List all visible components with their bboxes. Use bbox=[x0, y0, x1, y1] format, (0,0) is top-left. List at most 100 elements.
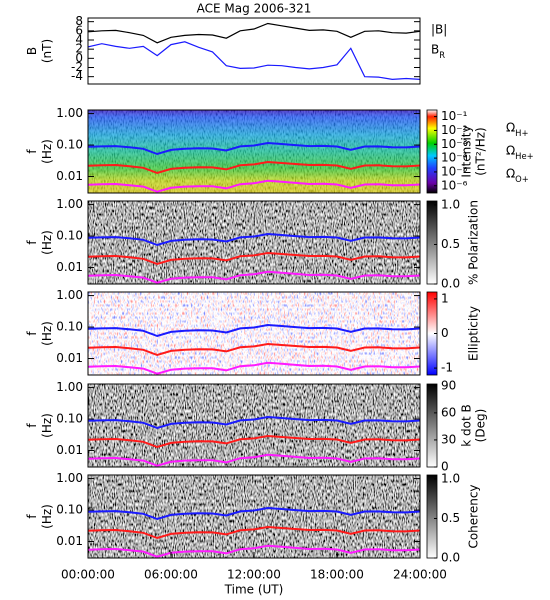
y-tick-label: 2 bbox=[75, 42, 83, 56]
colorbar-tick-label: 10⁻⁵ bbox=[441, 164, 468, 178]
colorbar-tick-label: -1 bbox=[441, 361, 453, 375]
colorbar-tick-label: 0.0 bbox=[441, 551, 460, 565]
series-line bbox=[88, 251, 420, 266]
colorbar-tick-label: 0.5 bbox=[441, 237, 460, 251]
x-tick-label: 24:00:00 bbox=[393, 568, 447, 582]
plot-frame bbox=[87, 200, 421, 285]
legend-entry: BR bbox=[431, 43, 445, 60]
spectrogram bbox=[88, 201, 420, 284]
y-tick-label: 0.01 bbox=[56, 351, 83, 365]
colorbar-tick-label: 0.0 bbox=[441, 277, 460, 291]
series-line bbox=[88, 525, 420, 540]
colorbar-label: k dot B bbox=[460, 404, 474, 446]
y-tick-label: -4 bbox=[71, 69, 83, 83]
series-line bbox=[88, 232, 420, 247]
colorbar-tick-label: 90 bbox=[441, 378, 456, 392]
spectrogram-texture bbox=[88, 110, 420, 193]
spectrogram bbox=[88, 292, 420, 375]
y-axis-label: (Hz) bbox=[40, 413, 54, 438]
colorbar bbox=[426, 383, 438, 468]
y-tick-label: 1.00 bbox=[56, 288, 83, 302]
y-tick-label: 0.01 bbox=[56, 260, 83, 274]
colorbar-tick-label: 60 bbox=[441, 405, 456, 419]
spectrogram bbox=[88, 384, 420, 467]
colorbar-tick-label: 1.0 bbox=[441, 471, 460, 485]
colorbar-tick-label: 0.5 bbox=[441, 511, 460, 525]
legend-entry: ΩH+ bbox=[506, 121, 529, 138]
x-tick-label: 18:00:00 bbox=[310, 568, 364, 582]
y-tick-label: 4 bbox=[75, 33, 83, 47]
series-line bbox=[88, 270, 420, 284]
plot-frame bbox=[87, 17, 421, 85]
x-tick-label: 12:00:00 bbox=[227, 568, 281, 582]
colorbar-label: (Deg) bbox=[474, 409, 488, 443]
y-tick-label: 6 bbox=[75, 23, 83, 37]
colorbar-tick-label: 10⁻⁶ bbox=[441, 178, 468, 192]
x-axis-label: Time (UT) bbox=[224, 583, 284, 597]
x-tick-label: 06:00:00 bbox=[144, 568, 198, 582]
chart-title: ACE Mag 2006-321 bbox=[197, 2, 312, 16]
colorbar-tick-label: 1 bbox=[441, 291, 449, 305]
colorbar-tick-label: 0 bbox=[441, 460, 449, 474]
series-line bbox=[88, 179, 420, 193]
colorbar-tick-label: 0 bbox=[441, 326, 449, 340]
series-line bbox=[88, 453, 420, 467]
series-line bbox=[88, 160, 420, 175]
y-tick-label: 0.10 bbox=[56, 503, 83, 517]
y-tick-label: 0 bbox=[75, 51, 83, 65]
series-line bbox=[88, 41, 420, 81]
y-tick-label: 0.10 bbox=[56, 229, 83, 243]
colorbar-label: % Polarization bbox=[467, 200, 481, 285]
y-axis-label: (nT) bbox=[40, 39, 54, 63]
y-tick-label: 1.00 bbox=[56, 106, 83, 120]
colorbar-label: Ellipticity bbox=[467, 306, 481, 361]
colorbar-tick-label: 10⁻² bbox=[441, 123, 468, 137]
series-line bbox=[88, 434, 420, 449]
colorbar-tick-label: 1.0 bbox=[441, 197, 460, 211]
y-tick-label: -2 bbox=[71, 60, 83, 74]
colorbar bbox=[426, 200, 438, 285]
y-axis-label: f bbox=[25, 149, 39, 154]
series-line bbox=[88, 141, 420, 156]
colorbar bbox=[426, 109, 438, 194]
y-axis-label: (Hz) bbox=[40, 321, 54, 346]
colorbar-label: Intensity bbox=[460, 125, 474, 177]
y-tick-label: 0.10 bbox=[56, 412, 83, 426]
legend-entry: ΩO+ bbox=[506, 167, 529, 184]
colorbar-label: Coherency bbox=[467, 484, 481, 548]
y-tick-label: 0.01 bbox=[56, 443, 83, 457]
y-tick-label: 1.00 bbox=[56, 471, 83, 485]
y-axis-label: f bbox=[25, 331, 39, 336]
colorbar-label: (nT²/Hz) bbox=[474, 127, 488, 175]
y-tick-label: 0.10 bbox=[56, 320, 83, 334]
y-axis-label: f bbox=[25, 240, 39, 245]
y-tick-label: 0.10 bbox=[56, 138, 83, 152]
y-axis-label: (Hz) bbox=[40, 230, 54, 255]
y-axis-label: B bbox=[25, 47, 39, 55]
y-axis-label: f bbox=[25, 514, 39, 519]
spectrogram bbox=[88, 475, 420, 558]
series-line bbox=[88, 506, 420, 521]
y-axis-label: f bbox=[25, 423, 39, 428]
y-tick-label: 0.01 bbox=[56, 169, 83, 183]
legend-entry: |B| bbox=[431, 23, 447, 37]
series-line bbox=[88, 544, 420, 558]
series-line bbox=[88, 22, 420, 44]
plot-frame bbox=[87, 109, 421, 194]
y-tick-label: 1.00 bbox=[56, 197, 83, 211]
colorbar bbox=[426, 474, 438, 559]
y-tick-label: 8 bbox=[75, 14, 83, 28]
series-line bbox=[88, 415, 420, 430]
colorbar-tick-label: 30 bbox=[441, 432, 456, 446]
series-line bbox=[88, 361, 420, 375]
y-axis-label: (Hz) bbox=[40, 139, 54, 164]
y-tick-label: 1.00 bbox=[56, 380, 83, 394]
legend-entry: ΩHe+ bbox=[506, 144, 534, 161]
x-tick-label: 00:00:00 bbox=[61, 568, 115, 582]
colorbar-tick-label: 10⁻¹ bbox=[441, 109, 468, 123]
series-line bbox=[88, 342, 420, 357]
colorbar-tick-label: 10⁻³ bbox=[441, 137, 468, 151]
series-line bbox=[88, 323, 420, 338]
plot-frame bbox=[87, 291, 421, 376]
